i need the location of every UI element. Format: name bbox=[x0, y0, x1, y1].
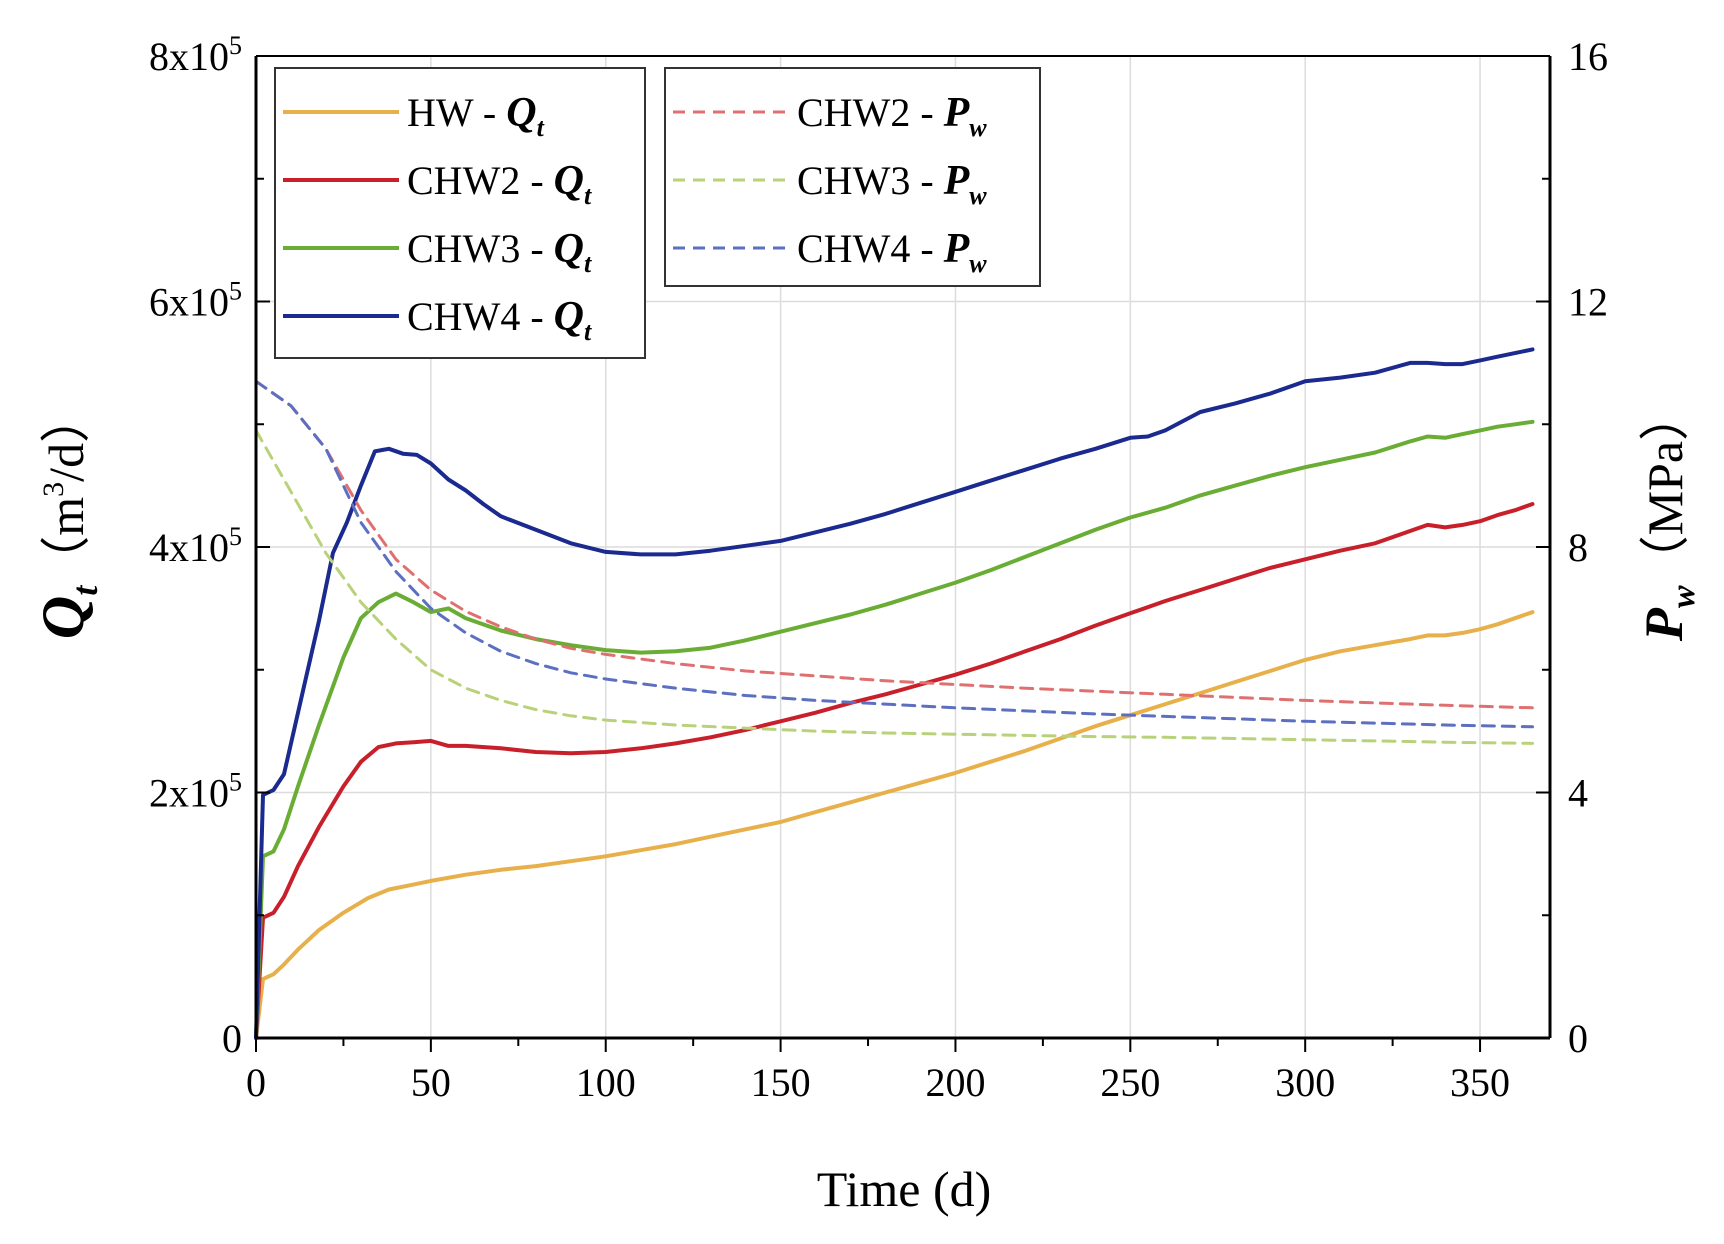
series-layer bbox=[254, 347, 1535, 1040]
legend-box bbox=[274, 67, 646, 359]
series-line-hw-q bbox=[254, 610, 1535, 1040]
y-left-tick-label: 6x105 bbox=[149, 277, 242, 325]
series-line-chw4-q bbox=[254, 347, 1535, 1040]
y-left-tick-label: 2x105 bbox=[149, 768, 242, 816]
x-tick-label: 150 bbox=[751, 1060, 811, 1105]
series-line-chw3-p bbox=[254, 428, 1534, 745]
x-tick-label: 350 bbox=[1450, 1060, 1510, 1105]
series-line-chw2-p bbox=[254, 379, 1534, 710]
legend: HW - Qt CHW2 - Qt CHW3 - Qt CHW4 - Qt CHW2 -… bbox=[274, 67, 1041, 359]
y-axis-right-title: Pw（MPa） bbox=[1634, 391, 1702, 642]
y-right-tick-label: 0 bbox=[1568, 1016, 1588, 1061]
legend-label: CHW2 - Qt bbox=[407, 158, 592, 210]
legend-label: CHW3 - Qt bbox=[407, 226, 592, 278]
y-left-tick-label: 8x105 bbox=[149, 31, 242, 79]
x-tick-label: 0 bbox=[246, 1060, 266, 1105]
x-tick-label: 250 bbox=[1100, 1060, 1160, 1105]
y-left-tick-label: 4x105 bbox=[149, 522, 242, 570]
legend-label: CHW2 - Pw bbox=[797, 90, 987, 142]
x-tick-label: 100 bbox=[576, 1060, 636, 1105]
y-axis-left-title: Qt（m3/d） bbox=[30, 393, 105, 639]
legend-label: HW - Qt bbox=[407, 90, 545, 142]
legend-label: CHW4 - Pw bbox=[797, 226, 987, 278]
x-tick-label: 50 bbox=[411, 1060, 451, 1105]
y-right-tick-label: 12 bbox=[1568, 280, 1608, 325]
x-tick-label: 200 bbox=[925, 1060, 985, 1105]
y-right-tick-label: 16 bbox=[1568, 34, 1608, 79]
x-tick-label: 300 bbox=[1275, 1060, 1335, 1105]
legend-label: CHW4 - Qt bbox=[407, 294, 592, 346]
legend-box bbox=[664, 67, 1041, 287]
y-right-tick-label: 8 bbox=[1568, 525, 1588, 570]
series-line-chw3-q bbox=[254, 419, 1535, 1040]
legend-label: CHW3 - Pw bbox=[797, 158, 987, 210]
series-line-chw2-q bbox=[254, 502, 1535, 1040]
y-left-tick-label: 0 bbox=[222, 1016, 242, 1061]
axes: 0 50 100 150 200 250 300 350 0 2x105 4x105 6x105 8x1… bbox=[149, 31, 1608, 1105]
series-line-chw4-p bbox=[254, 379, 1534, 729]
y-right-tick-label: 4 bbox=[1568, 771, 1588, 816]
x-axis-title: Time (d) bbox=[817, 1161, 992, 1217]
